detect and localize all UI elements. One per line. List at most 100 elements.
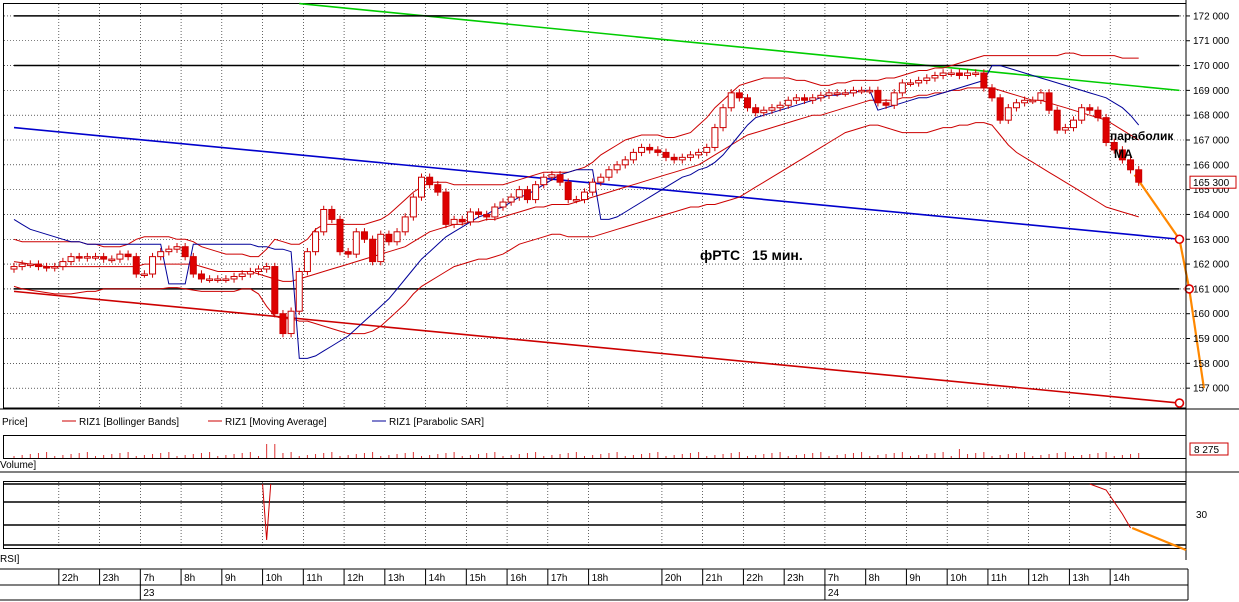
candle bbox=[124, 253, 132, 258]
time-tick-label: 22h bbox=[746, 573, 763, 584]
candle bbox=[1070, 119, 1077, 129]
candle bbox=[458, 218, 466, 223]
candle bbox=[393, 231, 401, 243]
candle bbox=[303, 251, 311, 273]
volume-legend: Volume] bbox=[0, 460, 36, 471]
candle bbox=[75, 256, 83, 259]
time-axis: 22h 23h 7h 8h 9h 10h 11h 12h 13h 14h 15h 16h 17h 18h 2… bbox=[0, 568, 1189, 601]
candle bbox=[996, 97, 1004, 121]
candle bbox=[132, 256, 140, 275]
trendline bbox=[1133, 174, 1181, 240]
time-tick-label: 12h bbox=[347, 573, 364, 584]
candle bbox=[939, 72, 947, 76]
price-legend: Price] RIZ1 [Bollinger Bands] RIZ1 [Moving… bbox=[0, 408, 1239, 428]
rsi-frame bbox=[3, 481, 1187, 549]
candle bbox=[92, 256, 99, 259]
level-marker bbox=[1174, 398, 1185, 408]
candle bbox=[287, 310, 295, 335]
candle bbox=[222, 278, 230, 281]
candle bbox=[621, 159, 629, 166]
time-tick-label: 8h bbox=[184, 573, 195, 584]
time-tick-label: 23h bbox=[103, 573, 120, 584]
candle bbox=[646, 146, 654, 151]
candle bbox=[907, 82, 914, 85]
candle bbox=[809, 97, 817, 101]
annotation-ma: MA bbox=[1114, 147, 1133, 161]
candle bbox=[1094, 109, 1102, 119]
candle bbox=[1012, 102, 1020, 109]
price-tick-label: 167 000 bbox=[1193, 136, 1230, 147]
candle bbox=[964, 72, 972, 76]
candle bbox=[1135, 169, 1143, 183]
rsi-line bbox=[1089, 483, 1131, 529]
candle bbox=[214, 278, 222, 281]
candle bbox=[597, 176, 605, 183]
annotation-parabolic: параболик bbox=[1110, 129, 1174, 143]
trendline bbox=[1188, 288, 1205, 389]
candle bbox=[931, 74, 939, 79]
candle bbox=[369, 238, 377, 263]
level-marker bbox=[1174, 234, 1185, 245]
price-tick-label: 161 000 bbox=[1193, 284, 1230, 295]
candle bbox=[540, 176, 548, 186]
candle bbox=[744, 97, 751, 109]
legend-label: Price] bbox=[2, 417, 28, 428]
candle bbox=[173, 246, 181, 250]
time-tick-label: 12h bbox=[1032, 573, 1049, 584]
indicator-line bbox=[13, 122, 1139, 335]
legend-label: RIZ1 [Moving Average] bbox=[225, 417, 327, 428]
candle bbox=[238, 273, 246, 277]
candle bbox=[344, 251, 352, 255]
candle bbox=[328, 208, 336, 220]
candle bbox=[1118, 149, 1126, 161]
trendline bbox=[1178, 239, 1191, 290]
candle bbox=[760, 109, 768, 114]
candle bbox=[360, 231, 368, 240]
candle bbox=[51, 266, 59, 269]
candle bbox=[246, 271, 254, 275]
time-tick-label: 14h bbox=[429, 573, 446, 584]
candle bbox=[915, 79, 923, 84]
candle bbox=[589, 181, 597, 193]
candle bbox=[401, 216, 409, 233]
time-tick-label: 9h bbox=[225, 573, 236, 584]
time-tick-label: 16h bbox=[510, 573, 527, 584]
candle bbox=[1053, 109, 1061, 131]
price-axis: 157 000 158 000 159 000 160 000 161 000 162 0… bbox=[1185, 0, 1237, 560]
candle bbox=[1110, 141, 1118, 151]
time-tick-label: 7h bbox=[828, 573, 839, 584]
candle bbox=[898, 82, 906, 94]
candle bbox=[108, 258, 116, 262]
time-tick-label: 13h bbox=[1072, 573, 1089, 584]
candle bbox=[686, 154, 694, 158]
candle bbox=[377, 233, 385, 263]
candle bbox=[466, 211, 474, 223]
candle bbox=[475, 211, 483, 215]
time-tick-label: 15h bbox=[469, 573, 486, 584]
candle bbox=[613, 164, 621, 171]
candle bbox=[882, 102, 890, 106]
candle bbox=[695, 151, 703, 156]
candle bbox=[972, 72, 980, 75]
candle bbox=[507, 196, 515, 203]
price-tick-label: 164 000 bbox=[1193, 210, 1230, 221]
last-price-box bbox=[1189, 175, 1237, 189]
candle bbox=[1086, 107, 1094, 111]
time-tick-label: 7h bbox=[143, 573, 154, 584]
candle bbox=[727, 92, 735, 109]
time-tick-label: 23h bbox=[787, 573, 804, 584]
candle bbox=[515, 189, 523, 198]
candle bbox=[434, 184, 442, 193]
candle bbox=[1061, 127, 1069, 131]
price-tick-label: 169 000 bbox=[1193, 86, 1230, 97]
candle bbox=[483, 213, 491, 218]
rsi-legend: RSI] bbox=[0, 554, 20, 565]
candle bbox=[263, 266, 271, 270]
candle bbox=[572, 199, 580, 202]
candle bbox=[320, 208, 328, 233]
annotation-timeframe: 15 мин. bbox=[752, 247, 803, 263]
candle bbox=[165, 248, 173, 253]
candle bbox=[1004, 107, 1012, 121]
candle bbox=[206, 278, 214, 281]
